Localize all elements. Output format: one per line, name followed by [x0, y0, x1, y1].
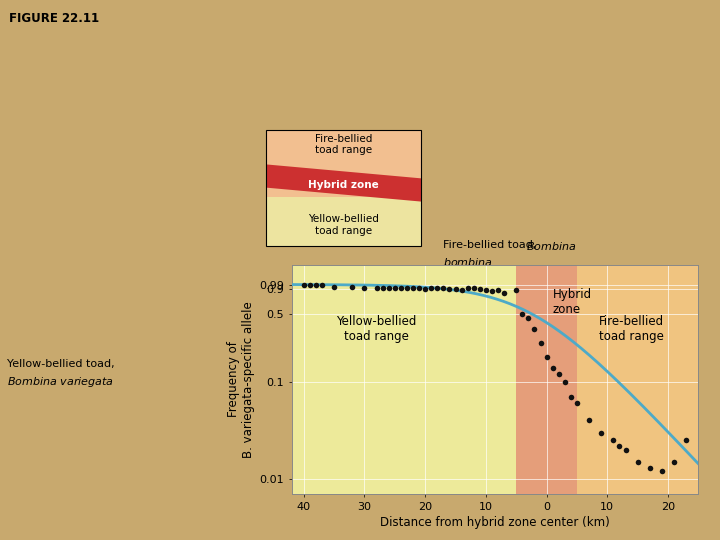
Text: Yellow-bellied
toad range: Yellow-bellied toad range [336, 315, 417, 343]
Bar [266, 197, 421, 246]
Point [401, 284, 413, 293]
Point [444, 285, 455, 293]
X-axis label: Distance from hybrid zone center (km): Distance from hybrid zone center (km) [380, 516, 610, 529]
Bar [266, 130, 421, 197]
Point [492, 286, 504, 294]
Point [613, 441, 625, 450]
Point [456, 286, 467, 294]
Bar [266, 130, 421, 246]
Point [304, 281, 315, 289]
Text: Fire-bellied toad,: Fire-bellied toad, [443, 240, 540, 251]
Text: $\it{bombina}$: $\it{bombina}$ [443, 256, 492, 268]
Point [480, 286, 492, 294]
Point [583, 416, 595, 425]
Point [510, 286, 522, 294]
Point [438, 284, 449, 293]
Point [523, 314, 534, 322]
Text: Fire-bellied
toad range: Fire-bellied toad range [315, 134, 372, 156]
Point [620, 446, 631, 454]
Point [608, 436, 619, 444]
Point [371, 284, 382, 292]
Point [413, 284, 425, 293]
Point [426, 284, 437, 293]
Point [450, 285, 462, 294]
Bar [516, 265, 577, 494]
Text: FIGURE 22.11: FIGURE 22.11 [9, 12, 99, 25]
Point [474, 285, 485, 294]
Point [486, 287, 498, 295]
Point [632, 457, 644, 466]
Point [528, 325, 540, 333]
Point [359, 284, 370, 292]
Point [535, 339, 546, 347]
Point [420, 285, 431, 293]
Point [595, 428, 607, 437]
Point [559, 377, 570, 386]
Text: Hybrid zone: Hybrid zone [308, 180, 379, 190]
Y-axis label: Frequency of
B. variegata-specific allele: Frequency of B. variegata-specific allel… [227, 301, 255, 458]
Point [541, 353, 552, 361]
Point [547, 363, 559, 372]
Point [408, 284, 419, 292]
Point [468, 284, 480, 293]
Text: $\it{Bombina}$ $\it{variegata}$: $\it{Bombina}$ $\it{variegata}$ [7, 375, 114, 389]
Point [668, 457, 680, 466]
Point [680, 436, 692, 444]
Text: Yellow-bellied toad,: Yellow-bellied toad, [7, 359, 118, 369]
Point [377, 283, 388, 292]
Point [395, 284, 407, 292]
Point [462, 284, 474, 293]
Point [656, 467, 667, 476]
Point [298, 281, 310, 289]
Point [316, 281, 328, 289]
Point [565, 393, 577, 401]
Text: Yellow-bellied
toad range: Yellow-bellied toad range [308, 214, 379, 235]
Bar [577, 265, 698, 494]
Point [571, 399, 582, 408]
Text: Fire-bellied
toad range: Fire-bellied toad range [599, 315, 664, 343]
Text: $\it{Bombina}$: $\it{Bombina}$ [526, 240, 576, 252]
Point [346, 283, 358, 292]
Point [498, 288, 510, 297]
Point [553, 370, 564, 379]
Point [328, 282, 340, 291]
Point [431, 284, 443, 293]
Point [516, 309, 528, 318]
Bar [304, 265, 516, 494]
Point [644, 464, 656, 472]
Point [383, 284, 395, 292]
Text: Hybrid
zone: Hybrid zone [553, 287, 592, 315]
Point [310, 281, 322, 289]
Point [389, 284, 400, 293]
Polygon shape [266, 164, 421, 201]
